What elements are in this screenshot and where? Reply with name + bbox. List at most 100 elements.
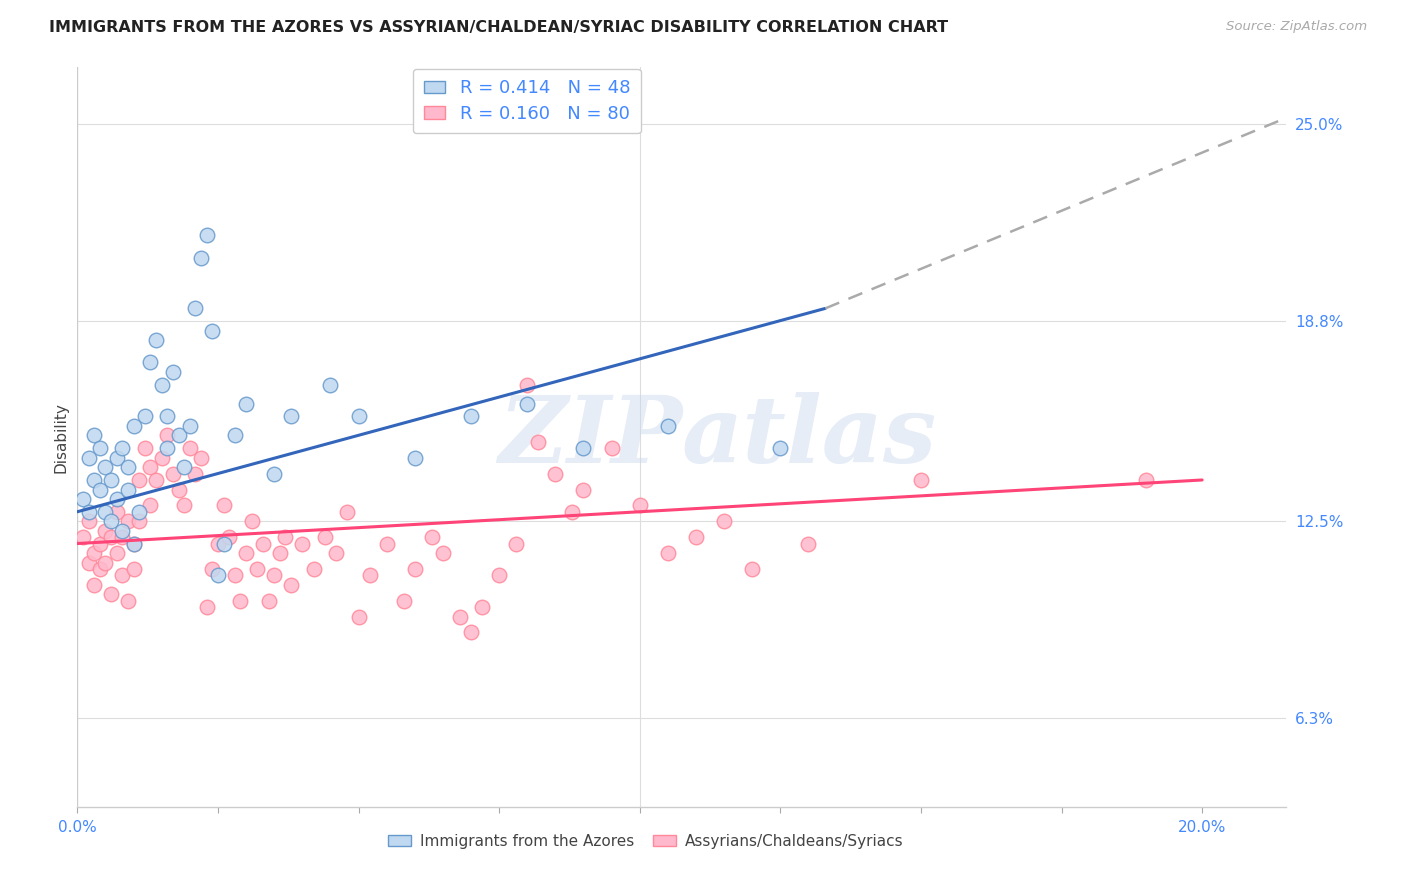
Point xyxy=(111,530,134,544)
Point xyxy=(173,499,195,513)
Point xyxy=(105,505,128,519)
Text: Source: ZipAtlas.com: Source: ZipAtlas.com xyxy=(1226,20,1367,33)
Point xyxy=(128,473,150,487)
Point xyxy=(685,530,707,544)
Point xyxy=(269,546,291,560)
Point xyxy=(105,546,128,560)
Point xyxy=(111,441,134,455)
Point xyxy=(156,428,179,442)
Point xyxy=(117,483,139,497)
Point xyxy=(460,409,482,424)
Point xyxy=(263,568,285,582)
Point xyxy=(252,536,274,550)
Point xyxy=(134,409,156,424)
Point xyxy=(128,505,150,519)
Point xyxy=(516,377,538,392)
Point xyxy=(77,505,100,519)
Point xyxy=(488,568,510,582)
Point xyxy=(77,514,100,528)
Point xyxy=(235,546,257,560)
Point xyxy=(769,441,792,455)
Point xyxy=(111,568,134,582)
Point xyxy=(375,536,398,550)
Point xyxy=(212,536,235,550)
Point xyxy=(336,505,359,519)
Point xyxy=(713,514,735,528)
Point xyxy=(600,441,623,455)
Point xyxy=(83,428,105,442)
Text: ZIP: ZIP xyxy=(498,392,682,482)
Point xyxy=(432,546,454,560)
Point xyxy=(190,251,212,265)
Point xyxy=(83,473,105,487)
Point xyxy=(139,499,162,513)
Point xyxy=(117,514,139,528)
Point xyxy=(179,441,201,455)
Point xyxy=(100,473,122,487)
Point xyxy=(156,441,179,455)
Point xyxy=(134,441,156,455)
Point xyxy=(179,419,201,434)
Point xyxy=(128,514,150,528)
Point xyxy=(72,530,94,544)
Point xyxy=(224,568,246,582)
Point xyxy=(392,593,415,607)
Point xyxy=(167,483,190,497)
Point xyxy=(291,536,314,550)
Point xyxy=(145,333,167,347)
Point xyxy=(257,593,280,607)
Point xyxy=(544,467,567,481)
Point xyxy=(449,609,471,624)
Point xyxy=(246,562,269,576)
Point xyxy=(150,377,173,392)
Point xyxy=(319,377,342,392)
Legend: Immigrants from the Azores, Assyrians/Chaldeans/Syriacs: Immigrants from the Azores, Assyrians/Ch… xyxy=(382,828,910,855)
Point xyxy=(460,625,482,640)
Point xyxy=(100,587,122,601)
Point xyxy=(235,397,257,411)
Point xyxy=(527,434,550,449)
Point xyxy=(263,467,285,481)
Point xyxy=(122,536,145,550)
Point xyxy=(201,562,224,576)
Point xyxy=(77,556,100,570)
Point xyxy=(72,491,94,506)
Point xyxy=(561,505,583,519)
Point xyxy=(94,460,117,475)
Point xyxy=(347,609,370,624)
Point xyxy=(302,562,325,576)
Point xyxy=(471,600,494,615)
Point xyxy=(224,428,246,442)
Point xyxy=(516,397,538,411)
Point xyxy=(347,409,370,424)
Point xyxy=(910,473,932,487)
Point xyxy=(117,460,139,475)
Point xyxy=(201,324,224,338)
Point xyxy=(83,578,105,592)
Point xyxy=(150,450,173,465)
Point xyxy=(572,441,595,455)
Point xyxy=(359,568,381,582)
Point xyxy=(89,562,111,576)
Point xyxy=(420,530,443,544)
Point xyxy=(105,491,128,506)
Point xyxy=(111,524,134,538)
Point xyxy=(122,536,145,550)
Point xyxy=(89,441,111,455)
Y-axis label: Disability: Disability xyxy=(53,401,69,473)
Point xyxy=(240,514,263,528)
Point xyxy=(167,428,190,442)
Point xyxy=(105,450,128,465)
Point xyxy=(156,409,179,424)
Point xyxy=(229,593,252,607)
Point xyxy=(122,562,145,576)
Point xyxy=(100,530,122,544)
Point xyxy=(94,556,117,570)
Point xyxy=(190,450,212,465)
Point xyxy=(117,593,139,607)
Point xyxy=(162,365,184,379)
Point xyxy=(195,228,218,243)
Point xyxy=(218,530,240,544)
Point xyxy=(77,450,100,465)
Point xyxy=(207,568,229,582)
